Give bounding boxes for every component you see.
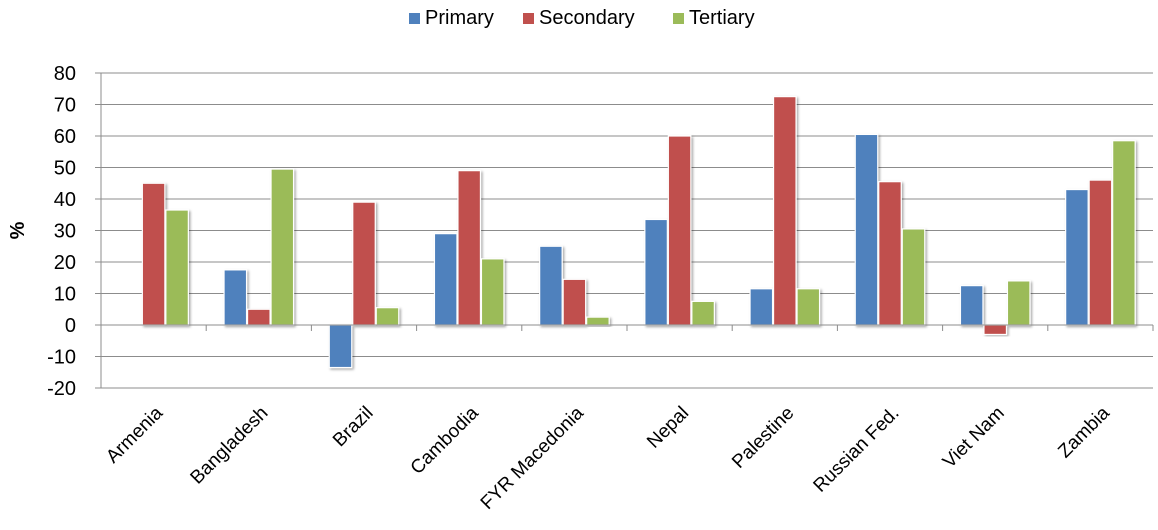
y-tick-label: -20 [47, 378, 76, 400]
bar-primary-russian-fed- [854, 133, 879, 326]
x-category-label: Bangladesh [187, 403, 273, 489]
bar-tertiary-fyr-macedonia [586, 316, 610, 326]
x-category-label: Armenia [102, 402, 167, 467]
x-category-label: Zambia [1054, 402, 1114, 462]
y-tick-label: 30 [54, 221, 76, 243]
y-tick-label: 0 [65, 315, 76, 337]
x-category-label: Palestine [728, 403, 798, 473]
y-axis-title: % [7, 221, 29, 239]
bar-secondary-zambia [1088, 179, 1113, 326]
legend-label-primary: Primary [425, 7, 494, 29]
bar-tertiary-brazil [375, 307, 400, 326]
bar-secondary-palestine [772, 96, 797, 326]
y-tick-label: 40 [54, 189, 76, 211]
bar-primary-zambia [1065, 188, 1089, 326]
x-category-label: Nepal [643, 403, 693, 453]
bar-secondary-bangladesh [246, 308, 271, 326]
legend-label-tertiary: Tertiary [689, 7, 755, 29]
y-tick-label: -10 [47, 347, 76, 369]
x-category-label: Cambodia [407, 402, 483, 478]
bar-tertiary-bangladesh [270, 168, 295, 326]
bar-secondary-viet-nam [983, 324, 1008, 336]
bar-primary-viet-nam [959, 285, 984, 326]
gridlines [101, 72, 1153, 389]
bar-tertiary-palestine [796, 288, 821, 326]
y-tick-label: 20 [54, 252, 76, 274]
y-tick-label: 80 [54, 63, 76, 85]
bar-tertiary-armenia [165, 209, 189, 326]
bar-secondary-brazil [352, 201, 376, 326]
legend-swatch-secondary [523, 13, 534, 24]
bar-secondary-nepal [667, 135, 692, 326]
axes [100, 73, 1154, 388]
legend-swatch-primary [409, 13, 420, 24]
bar-tertiary-russian-fed- [901, 228, 926, 326]
y-tick-label: 70 [54, 95, 76, 117]
bar-secondary-cambodia [457, 170, 482, 326]
y-tick-label: 60 [54, 126, 76, 148]
bar-secondary-fyr-macedonia [562, 278, 587, 326]
bar-primary-fyr-macedonia [539, 245, 563, 326]
chart-legend: Primary Secondary Tertiary [409, 7, 755, 29]
bar-primary-palestine [749, 288, 774, 326]
x-category-label: FYR Macedonia [477, 402, 588, 513]
y-axis-ticks: 80 70 60 50 40 30 20 10 0 -10 -20 [47, 63, 101, 400]
bar-primary-cambodia [433, 233, 458, 326]
x-category-label: Viet Nam [939, 403, 1009, 473]
legend-swatch-tertiary [673, 13, 684, 24]
x-category-label: Brazil [329, 403, 377, 451]
bar-primary-brazil [328, 324, 353, 369]
bar-tertiary-cambodia [480, 258, 505, 326]
y-tick-label: 50 [54, 158, 76, 180]
bar-secondary-russian-fed- [878, 181, 902, 326]
bars [141, 96, 1136, 369]
bar-secondary-armenia [141, 182, 166, 326]
y-tick-label: 10 [54, 284, 76, 306]
bar-primary-bangladesh [223, 269, 248, 326]
bar-primary-nepal [644, 218, 668, 326]
bar-tertiary-nepal [691, 300, 715, 326]
bar-tertiary-zambia [1112, 140, 1136, 326]
x-category-label: Russian Fed. [810, 403, 904, 497]
legend-label-secondary: Secondary [539, 7, 635, 29]
bar-tertiary-viet-nam [1006, 280, 1031, 326]
